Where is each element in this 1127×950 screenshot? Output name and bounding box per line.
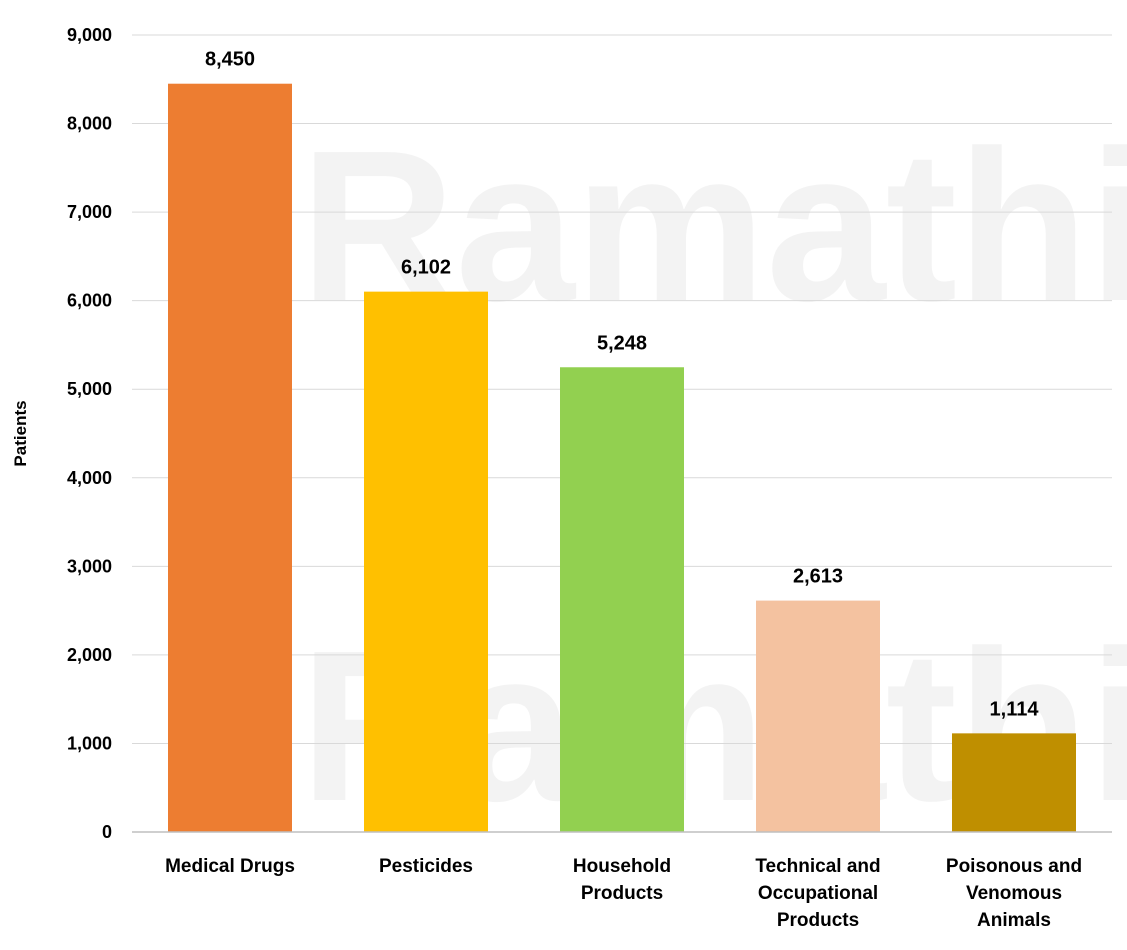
y-tick-label: 9,000 bbox=[67, 25, 112, 45]
x-axis-labels: Medical Drugs Pesticides Household Products… bbox=[165, 856, 1082, 931]
category-label: Technical and Occupational Products bbox=[755, 856, 880, 931]
data-label: 5,248 bbox=[597, 332, 647, 354]
data-label: 2,613 bbox=[793, 566, 843, 588]
bar bbox=[168, 83, 292, 832]
y-tick-label: 1,000 bbox=[67, 733, 112, 753]
data-labels: 8,450 6,102 5,248 2,613 1,114 bbox=[205, 49, 1039, 721]
y-axis-ticks: 0 1,000 2,000 3,000 4,000 5,000 6,000 7,000 8,00… bbox=[67, 25, 112, 842]
y-tick-label: 8,000 bbox=[67, 114, 112, 134]
y-tick-label: 4,000 bbox=[67, 468, 112, 488]
bar bbox=[364, 291, 488, 832]
category-label: Pesticides bbox=[379, 856, 473, 877]
y-tick-label: 6,000 bbox=[67, 291, 112, 311]
category-label: Household Products bbox=[573, 856, 671, 904]
category-label: Medical Drugs bbox=[165, 856, 295, 877]
y-axis-title: Patients bbox=[11, 400, 30, 466]
bars bbox=[168, 83, 1076, 832]
y-tick-label: 5,000 bbox=[67, 379, 112, 399]
y-tick-label: 0 bbox=[102, 822, 112, 842]
data-label: 1,114 bbox=[990, 698, 1040, 720]
data-label: 8,450 bbox=[205, 49, 255, 71]
category-label: Poisonous and Venomous Animals bbox=[946, 856, 1082, 931]
y-tick-label: 3,000 bbox=[67, 556, 112, 576]
data-label: 6,102 bbox=[401, 257, 451, 279]
bar bbox=[560, 367, 684, 832]
y-tick-label: 7,000 bbox=[67, 202, 112, 222]
y-tick-label: 2,000 bbox=[67, 645, 112, 665]
bar bbox=[756, 600, 880, 832]
bar bbox=[952, 733, 1076, 832]
